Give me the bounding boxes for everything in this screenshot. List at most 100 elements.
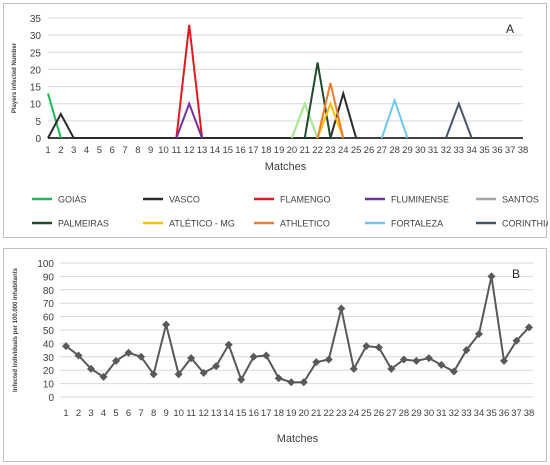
legend-label: ATHLETICO bbox=[280, 219, 330, 229]
legend-label: FORTALEZA bbox=[391, 219, 443, 229]
y-tick-label: 30 bbox=[30, 31, 42, 42]
data-point-marker bbox=[87, 364, 96, 373]
y-tick-label: 80 bbox=[43, 286, 55, 297]
data-point-marker bbox=[199, 368, 208, 377]
x-tick-label: 10 bbox=[158, 145, 169, 156]
legend-item: PALMEIRAS bbox=[32, 219, 109, 229]
x-tick-label: 5 bbox=[97, 145, 102, 156]
data-point-marker bbox=[337, 304, 346, 313]
x-tick-label: 10 bbox=[173, 408, 184, 419]
x-tick-label: 18 bbox=[273, 408, 284, 419]
data-point-marker bbox=[424, 354, 433, 363]
x-tick-label: 24 bbox=[349, 408, 360, 419]
x-tick-label: 25 bbox=[361, 408, 372, 419]
legend-item: GOIÁS bbox=[32, 195, 87, 205]
y-tick-label: 0 bbox=[48, 393, 54, 404]
data-point-marker bbox=[149, 370, 158, 379]
x-tick-label: 8 bbox=[151, 408, 156, 419]
x-tick-label: 37 bbox=[505, 145, 516, 156]
x-tick-label: 30 bbox=[424, 408, 435, 419]
data-point-marker bbox=[237, 375, 246, 384]
legend-item: FORTALEZA bbox=[365, 219, 443, 229]
data-point-marker bbox=[137, 352, 146, 361]
x-tick-label: 23 bbox=[325, 145, 336, 156]
legend-label: SANTOS bbox=[502, 195, 539, 205]
x-tick-label: 11 bbox=[186, 408, 196, 419]
legend-label: GOIÁS bbox=[58, 195, 87, 205]
legend-label: VASCO bbox=[169, 195, 200, 205]
data-point-marker bbox=[449, 367, 458, 376]
data-point-marker bbox=[112, 356, 121, 365]
y-tick-label: 90 bbox=[43, 272, 55, 283]
x-tick-label: 2 bbox=[76, 408, 81, 419]
x-tick-label: 28 bbox=[399, 408, 410, 419]
series-line-10 bbox=[380, 97, 409, 139]
x-tick-label: 31 bbox=[436, 408, 447, 419]
x-tick-label: 23 bbox=[336, 408, 347, 419]
x-tick-label: 1 bbox=[45, 145, 50, 156]
chart-panel-b: 0 10 20 30 40 50 60 70 80 90 100 1 2 3 4 5 6 7 8 9 10 11 12 13 1… bbox=[3, 248, 547, 462]
legend-item: VASCO bbox=[143, 195, 200, 205]
data-point-marker bbox=[312, 358, 321, 367]
data-point-marker bbox=[74, 351, 83, 360]
data-point-marker bbox=[262, 351, 271, 360]
x-tick-label: 28 bbox=[389, 145, 400, 156]
x-tick-label: 12 bbox=[198, 408, 209, 419]
data-point-marker bbox=[525, 323, 533, 332]
x-tick-label: 4 bbox=[84, 145, 89, 156]
x-tick-label: 32 bbox=[441, 145, 452, 156]
x-tick-label: 21 bbox=[311, 408, 322, 419]
data-point-marker bbox=[274, 374, 283, 383]
x-tick-label: 3 bbox=[71, 145, 76, 156]
series-line-2 bbox=[47, 89, 358, 139]
series-line-6 bbox=[290, 100, 319, 139]
legend-item: SANTOS bbox=[476, 195, 539, 205]
x-tick-label: 5 bbox=[113, 408, 118, 419]
x-tick-label: 1 bbox=[63, 408, 68, 419]
x-tick-label: 13 bbox=[197, 145, 208, 156]
data-point-marker bbox=[499, 356, 508, 365]
data-point-marker bbox=[387, 364, 396, 373]
x-tick-label: 17 bbox=[248, 145, 259, 156]
legend-item: FLAMENGO bbox=[254, 195, 331, 205]
legend-item: FLUMINENSE bbox=[365, 195, 449, 205]
data-point-marker bbox=[162, 320, 171, 329]
legend: GOIÁSVASCOFLAMENGOFLUMINENSESANTOSCORITI… bbox=[32, 195, 548, 229]
x-tick-label: 14 bbox=[210, 145, 221, 156]
data-point-marker bbox=[399, 355, 408, 364]
x-tick-label: 22 bbox=[312, 145, 323, 156]
x-tick-label: 30 bbox=[415, 145, 426, 156]
x-tick-label: 17 bbox=[261, 408, 272, 419]
y-tick-label: 70 bbox=[43, 299, 55, 310]
x-tick-label: 33 bbox=[454, 145, 465, 156]
legend-label: FLAMENGO bbox=[280, 195, 331, 205]
data-point-marker bbox=[62, 342, 70, 351]
x-tick-label: 9 bbox=[163, 408, 168, 419]
x-axis-title: Matches bbox=[265, 161, 307, 173]
x-tick-label: 6 bbox=[126, 408, 131, 419]
data-point-marker bbox=[299, 378, 308, 387]
series-line-1 bbox=[47, 93, 62, 139]
data-point-marker bbox=[249, 352, 258, 361]
chart-panel-a: 0 5 10 15 20 25 30 35 1 2 3 4 5 6 7 8 9 10 11 12 13 14 15 16 17 1… bbox=[3, 3, 548, 238]
y-axis-title: Players infected Number bbox=[12, 42, 18, 113]
x-tick-label: 2 bbox=[58, 145, 63, 156]
x-tick-label: 7 bbox=[122, 145, 127, 156]
panel-label: A bbox=[506, 22, 514, 36]
x-tick-label: 18 bbox=[261, 145, 272, 156]
data-point-marker bbox=[224, 340, 233, 349]
x-tick-label: 21 bbox=[299, 145, 310, 156]
x-tick-label: 29 bbox=[402, 145, 413, 156]
legend-label: CORINTHIANS bbox=[502, 219, 548, 229]
data-point-marker bbox=[99, 372, 108, 381]
x-tick-label: 6 bbox=[110, 145, 115, 156]
x-tick-label: 7 bbox=[138, 408, 143, 419]
x-tick-label: 19 bbox=[286, 408, 297, 419]
y-tick-label: 30 bbox=[43, 353, 55, 364]
data-point-marker bbox=[212, 362, 221, 371]
x-tick-label: 29 bbox=[411, 408, 422, 419]
x-tick-label: 37 bbox=[511, 408, 522, 419]
data-point-marker bbox=[187, 354, 196, 363]
